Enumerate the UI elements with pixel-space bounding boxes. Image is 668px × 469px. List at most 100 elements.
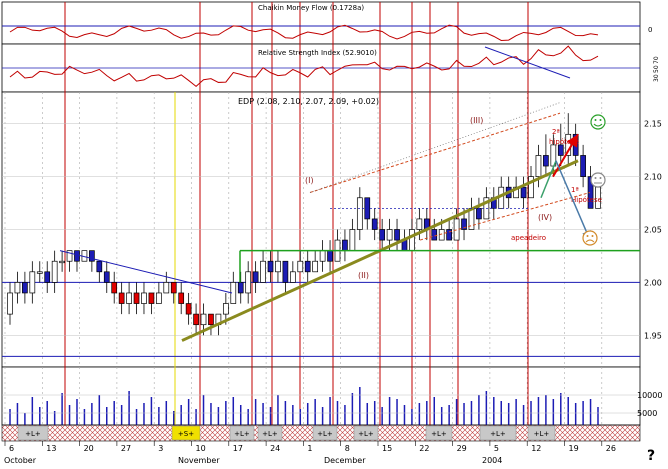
candle-body	[103, 271, 110, 283]
neutral-face-icon	[590, 172, 606, 188]
candle-body	[7, 292, 13, 315]
candle-body	[237, 282, 244, 294]
x-tick-label: 6	[9, 444, 14, 453]
candle-body	[543, 155, 549, 167]
x-tick-label: 24	[270, 444, 280, 453]
candle-body	[282, 260, 289, 283]
candle-body	[193, 313, 199, 326]
price-title: EDP (2.08, 2.10, 2.07, 2.09, +0.02)	[238, 97, 379, 106]
x-tick-label: 29	[457, 444, 467, 453]
signal-segment	[353, 425, 379, 441]
x-tick-label: 15	[382, 444, 392, 453]
candle-body	[386, 229, 393, 241]
candle-body	[89, 250, 95, 262]
candle-body	[44, 271, 51, 283]
volume-tick-label: 10000	[637, 391, 662, 400]
price-tick-label: 1.95	[644, 331, 662, 340]
panel-frame	[1, 366, 641, 426]
candle-body	[416, 218, 423, 230]
candle-body	[587, 176, 594, 209]
down-trendline	[59, 250, 233, 294]
candle-body	[111, 282, 118, 294]
signal-segment	[17, 425, 49, 441]
price-panel: EDP (2.08, 2.10, 2.07, 2.09, +0.02) 2.15…	[2, 97, 662, 357]
candle-body	[535, 155, 542, 177]
face-outline	[582, 230, 598, 246]
question-mark: ?	[647, 448, 655, 464]
candle-body	[289, 271, 296, 283]
hyp2-line2: hipótese	[549, 138, 579, 146]
candle-body	[356, 197, 363, 230]
candle-body	[245, 271, 252, 294]
channel-outer	[309, 102, 561, 193]
signal-label: +L+	[358, 430, 374, 438]
x-tick-label: 19	[569, 444, 579, 453]
candle-body	[208, 313, 214, 326]
candle-body	[170, 282, 177, 294]
rsi-level-30: 30	[653, 74, 660, 82]
candle-body	[163, 282, 170, 294]
candle-body	[178, 292, 185, 304]
annotations: (I) (II) (III) (IV) 2ª hipótese 1ª Hipót…	[305, 114, 606, 280]
wave-ii-label: (II)	[358, 271, 369, 280]
wave-i-label: (I)	[305, 176, 314, 185]
candle-body	[222, 303, 229, 315]
date-axis: 6 13 20 27 3 10 17 24 1 8 15 22 29 5 12 19 26 October Nove…	[4, 441, 616, 465]
candle-body	[453, 218, 460, 241]
wave-iv-label: (IV)	[538, 213, 552, 222]
candle-body	[252, 271, 259, 283]
candle-body	[36, 271, 43, 274]
candle-body	[342, 239, 348, 252]
face-outline	[590, 172, 606, 188]
candle-body	[304, 260, 311, 273]
signal-label: +L+	[490, 430, 506, 438]
candle-body	[185, 303, 192, 315]
candle-body	[275, 260, 281, 273]
candle-body	[394, 229, 400, 241]
candle-body	[371, 218, 378, 230]
price-tick-label: 2.05	[644, 226, 662, 235]
sad-face-icon	[582, 230, 598, 246]
hyp1-up-arrow	[540, 160, 557, 199]
month-label: December	[324, 456, 366, 465]
wave-iii-label: (III)	[470, 116, 483, 125]
rsi-level-70: 70	[653, 56, 660, 64]
price-tick-label: 2.10	[644, 173, 662, 182]
signal-label: +L+	[234, 430, 250, 438]
candle-body	[431, 229, 438, 241]
face-eye	[586, 235, 589, 237]
candle-body	[66, 250, 73, 262]
signal-segment	[312, 425, 338, 441]
candle-body	[200, 313, 207, 326]
cmf-line	[9, 24, 599, 41]
candle-body	[520, 186, 527, 199]
signal-segment	[527, 425, 556, 441]
x-tick-label: 10	[196, 444, 206, 453]
candle-body	[349, 229, 356, 252]
x-tick-label: 13	[46, 444, 56, 453]
hyp1-line2: Hipótese	[571, 196, 602, 204]
face-eye	[591, 235, 594, 237]
channel-bottom	[419, 191, 591, 241]
month-label: 2004	[482, 456, 502, 465]
happy-face-icon	[590, 114, 606, 130]
x-tick-label: 22	[419, 444, 429, 453]
candle-body	[297, 260, 304, 273]
candle-body	[379, 229, 386, 241]
cmf-panel: Chaikin Money Flow (0.1728a) 0	[2, 4, 652, 41]
candle-body	[528, 176, 534, 199]
face-eye	[594, 119, 597, 121]
rsi-title: Relative Strength Index (52.9010)	[258, 49, 377, 57]
face-mouth	[593, 123, 603, 127]
volume-tick-label: 5000	[637, 409, 657, 418]
signal-label: +L+	[25, 430, 41, 438]
cmf-level-0: 0	[648, 26, 652, 34]
candle-body	[141, 292, 147, 304]
signal-bar: +L+ +S+ +L+ +L+ +L+ +L+ +L+ +L+ +L+	[1, 424, 641, 442]
month-label: October	[4, 456, 37, 465]
x-tick-label: 26	[606, 444, 616, 453]
signal-segment	[257, 425, 283, 441]
candle-body	[156, 292, 162, 304]
